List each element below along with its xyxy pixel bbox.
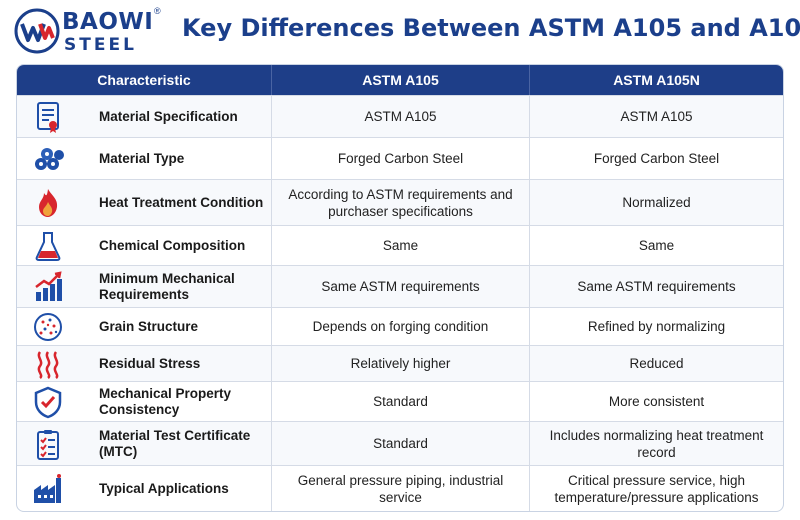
table-row: Typical Applications General pressure pip… [17,465,783,511]
heat-waves-icon [17,346,79,381]
a105n-value: Forged Carbon Steel [593,151,720,166]
brand-name: BAOWI [62,9,154,35]
table-row: Material Specification ASTM A105 ASTM A105 [17,95,783,137]
a105n-value: Normalized [622,195,691,210]
table-row: Grain Structure Depends on forging condit… [17,307,783,345]
a105n-value: Reduced [629,356,684,371]
grain-icon [17,308,79,345]
characteristic-label: Heat Treatment Condition [99,194,264,210]
a105n-value: Same [638,238,675,253]
brand-subname: STEEL [64,35,137,55]
table-row: Chemical Composition Same Same [17,225,783,265]
characteristic-label: Material Type [99,150,185,166]
characteristic-cell: Minimum Mechanical Requirements [17,266,272,307]
characteristic-cell: Heat Treatment Condition [17,180,272,225]
flask-icon [17,226,79,265]
table-row: Minimum Mechanical Requirements Same ASTM… [17,265,783,307]
table-body: Material Specification ASTM A105 ASTM A105… [17,95,783,511]
characteristic-label: Minimum Mechanical Requirements [99,270,235,302]
flame-icon [17,180,79,225]
characteristic-cell: Typical Applications [17,466,272,511]
registered-mark: ® [154,6,161,16]
a105-value: Forged Carbon Steel [272,138,530,179]
rising-chart-icon [17,266,79,307]
characteristic-cell: Mechanical Property Consistency [17,382,272,421]
comparison-table: Characteristic ASTM A105 ASTM A105N Mate… [16,64,784,512]
characteristic-label: Residual Stress [99,355,201,371]
characteristic-cell: Residual Stress [17,346,272,381]
steel-bars-icon [17,138,79,179]
a105n-value: Same ASTM requirements [577,279,736,294]
page-title: Key Differences Between ASTM A105 and A1… [182,14,800,42]
table-row: Mechanical Property Consistency Standard M… [17,381,783,421]
a105-value: Standard [272,422,530,465]
characteristic-cell: Chemical Composition [17,226,272,265]
characteristic-label: Material Test Certificate (MTC) [99,427,251,459]
characteristic-label: Chemical Composition [99,237,246,253]
certificate-icon [17,96,79,137]
table-row: Heat Treatment Condition According to AST… [17,179,783,225]
characteristic-cell: Grain Structure [17,308,272,345]
a105-value: Same [272,226,530,265]
characteristic-cell: Material Type [17,138,272,179]
a105-value: Depends on forging condition [272,308,530,345]
characteristic-cell: Material Test Certificate (MTC) [17,422,272,465]
table-row: Material Test Certificate (MTC) Standard I… [17,421,783,465]
a105-value: Relatively higher [272,346,530,381]
characteristic-label: Typical Applications [99,480,229,496]
header: BAOWI ® STEEL Key Differences Between AS… [0,0,800,62]
characteristic-label: Mechanical Property Consistency [99,385,232,417]
a105n-value: Critical pressure service, high temperat… [554,472,759,505]
factory-icon [17,466,79,511]
brand-logo: BAOWI ® STEEL [14,6,164,56]
a105-value: Standard [272,382,530,421]
shield-check-icon [17,382,79,421]
a105n-value: ASTM A105 [620,109,693,124]
a105-value: General pressure piping, industrial serv… [272,466,530,511]
characteristic-label: Material Specification [99,108,238,124]
table-header: Characteristic ASTM A105 ASTM A105N [17,65,783,95]
clipboard-checklist-icon [17,422,79,465]
column-header-characteristic: Characteristic [17,65,272,95]
characteristic-cell: Material Specification [17,96,272,137]
table-row: Material Type Forged Carbon Steel Forged C… [17,137,783,179]
a105n-value: Includes normalizing heat treatment reco… [549,427,764,460]
a105n-value: More consistent [608,394,705,409]
logo-mark-icon [14,8,60,54]
a105-value: According to ASTM requirements and purch… [272,180,530,225]
characteristic-label: Grain Structure [99,318,199,334]
a105-value: Same ASTM requirements [272,266,530,307]
table-row: Residual Stress Relatively higher Reduced [17,345,783,381]
column-header-a105: ASTM A105 [272,65,530,95]
a105n-value: Refined by normalizing [587,319,726,334]
column-header-a105n: ASTM A105N [613,72,700,88]
a105-value: ASTM A105 [272,96,530,137]
